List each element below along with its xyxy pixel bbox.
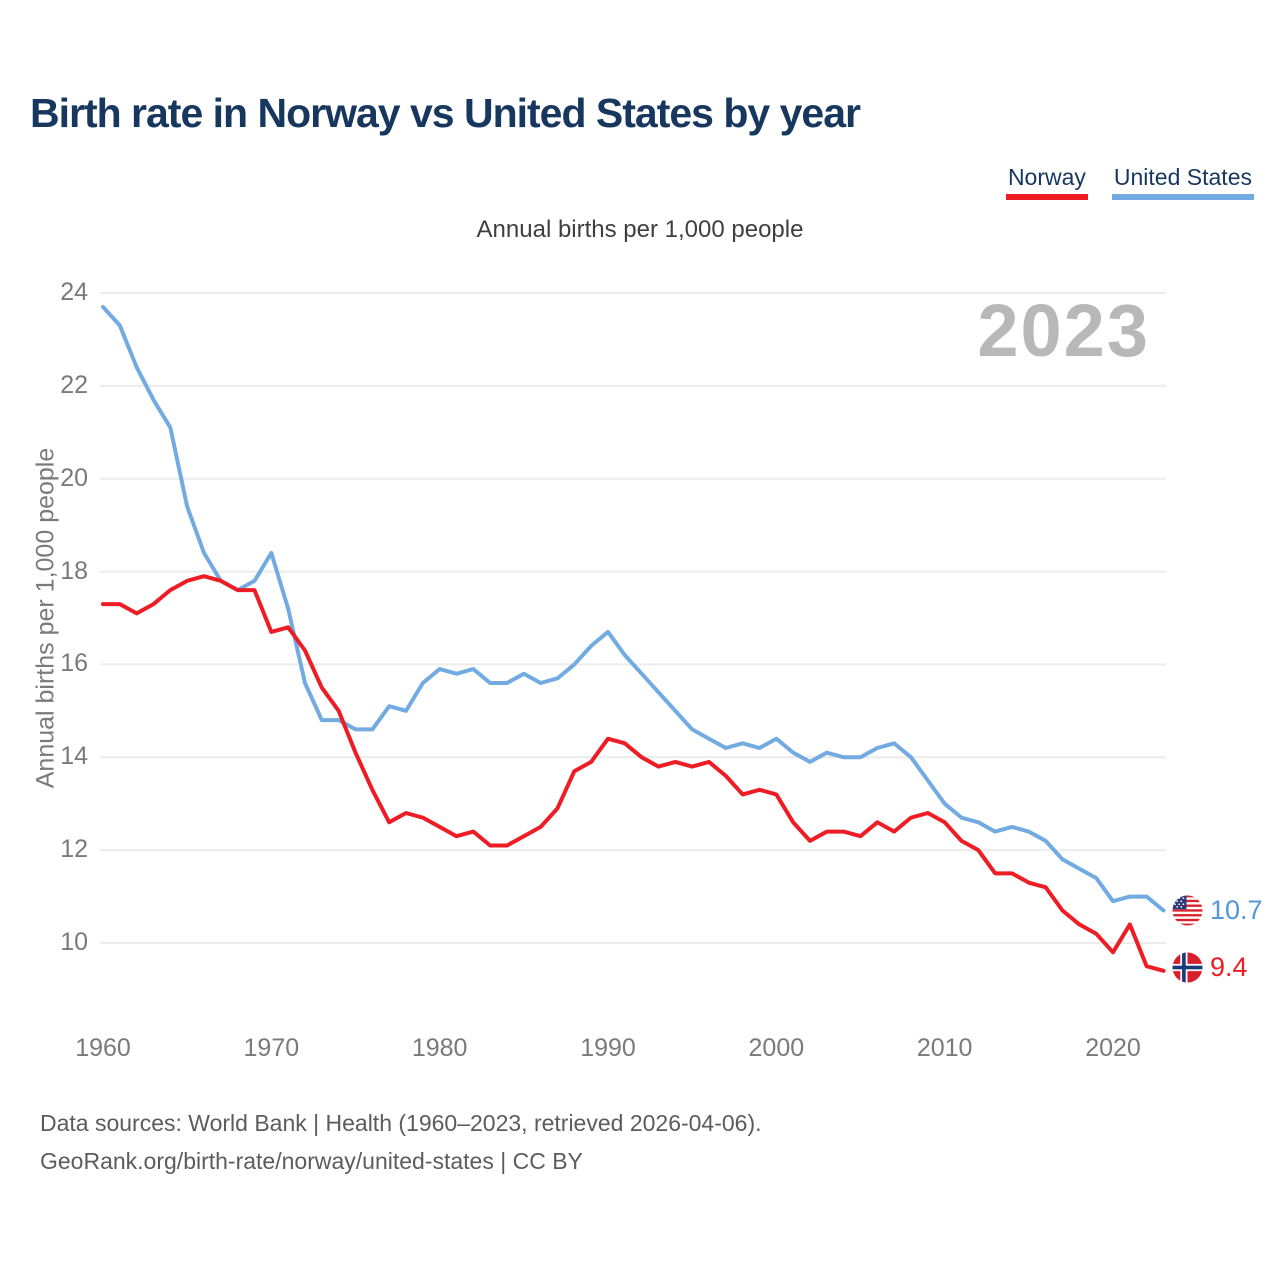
y-tick-label: 22 [60,370,88,399]
x-tick-label: 2000 [748,1034,805,1062]
legend: Norway United States [1005,164,1254,200]
legend-label-norway: Norway [1007,164,1086,190]
data-sources-line: Data sources: World Bank | Health (1960–… [40,1110,762,1136]
y-tick-label: 10 [60,928,88,956]
x-tick-label: 2010 [916,1034,973,1062]
norway-line [101,574,1166,973]
us-end-value: 10.7 [1210,895,1263,925]
legend-swatch-norway [1005,194,1088,200]
us-series-end-label: 10.7 [1172,895,1263,926]
norway-flag-icon [1172,952,1203,983]
x-tick-label: 1980 [411,1034,468,1062]
legend-item-norway[interactable]: Norway [1005,164,1088,200]
x-tick-label: 1970 [243,1034,300,1062]
year-watermark: 2023 [977,289,1150,372]
us-flag-icon [1172,895,1203,926]
x-tick-label: 1960 [75,1034,131,1062]
norway-end-value: 9.4 [1210,952,1248,982]
chart-subtitle: Annual births per 1,000 people [476,216,804,243]
y-tick-label: 20 [60,463,88,492]
footer: Data sources: World Bank | Health (1960–… [40,1104,762,1180]
y-tick-label: 16 [60,649,88,678]
y-tick-label: 18 [60,556,88,585]
legend-label-united-states: United States [1113,164,1252,190]
x-tick-label: 2020 [1085,1034,1141,1062]
legend-swatch-united-states [1111,194,1254,200]
x-tick-label: 1990 [580,1034,636,1062]
legend-item-united-states[interactable]: United States [1111,164,1254,200]
norway-series-end-label: 9.4 [1172,952,1248,983]
page-title: Birth rate in Norway vs United States by… [30,90,861,136]
united-states-line [101,304,1166,913]
y-tick-label: 14 [60,742,88,771]
y-tick-label: 12 [60,835,88,864]
y-tick-label: 24 [60,278,88,306]
attribution-line: GeoRank.org/birth-rate/norway/united-sta… [40,1148,583,1174]
